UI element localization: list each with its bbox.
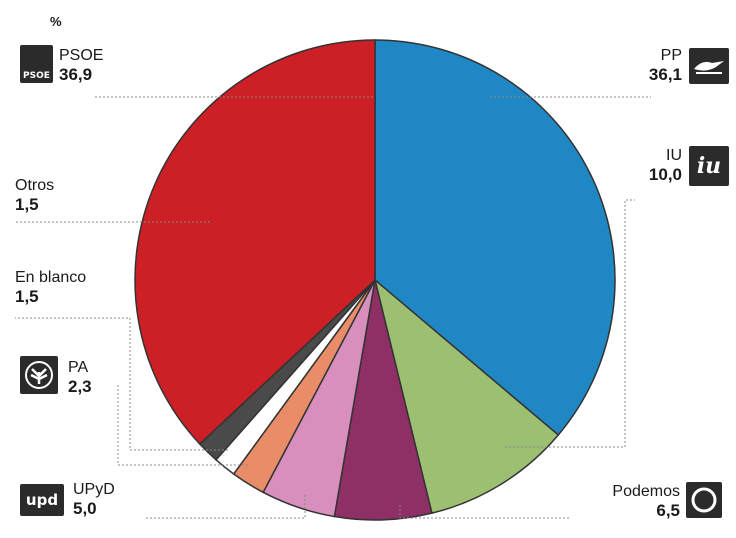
label-podemos-value: 6,5 xyxy=(656,501,680,520)
label-podemos: Podemos 6,5 xyxy=(560,482,680,520)
label-pa-name: PA xyxy=(68,359,89,376)
leader-upyd xyxy=(145,495,306,519)
leader-pa xyxy=(117,385,248,466)
iu-logo-icon: iu xyxy=(689,146,729,186)
unit-label: % xyxy=(50,14,62,29)
label-psoe-value: 36,9 xyxy=(59,65,93,84)
label-pa-value: 2,3 xyxy=(68,377,92,396)
label-psoe-name: PSOE xyxy=(59,47,104,64)
upyd-logo-icon: upd xyxy=(20,484,64,516)
pp-logo-icon xyxy=(689,48,729,84)
label-iu-name: IU xyxy=(666,147,682,164)
label-en-blanco: En blanco 1,5 xyxy=(15,268,86,306)
iu-logo-text: iu xyxy=(696,153,722,179)
label-podemos-name: Podemos xyxy=(612,483,680,500)
leader-podemos xyxy=(399,505,570,519)
label-pp-name: PP xyxy=(660,47,682,64)
label-pp: PP 36,1 xyxy=(560,46,682,84)
pie-slice-iu xyxy=(373,277,560,515)
label-en-blanco-value: 1,5 xyxy=(15,287,39,306)
label-upyd-name: UPyD xyxy=(73,481,115,498)
psoe-logo-icon: PSOE xyxy=(20,45,53,83)
podemos-logo-icon xyxy=(686,482,722,518)
pie-slice-pp xyxy=(374,39,616,437)
label-otros: Otros 1,5 xyxy=(15,176,54,214)
label-psoe: PSOE 36,9 xyxy=(59,46,103,84)
upyd-logo-text: upd xyxy=(25,491,59,509)
label-pa: PA 2,3 xyxy=(68,358,92,396)
label-otros-name: Otros xyxy=(15,177,55,194)
psoe-logo-text: PSOE xyxy=(23,71,50,81)
pie-slice-psoe xyxy=(134,39,376,446)
label-upyd: UPyD 5,0 xyxy=(73,480,115,518)
leader-iu xyxy=(505,199,635,448)
label-upyd-value: 5,0 xyxy=(73,499,97,518)
leader-enblanco xyxy=(15,317,228,451)
pa-logo-icon xyxy=(20,356,58,394)
label-iu-value: 10,0 xyxy=(648,165,682,184)
label-otros-value: 1,5 xyxy=(15,195,39,214)
label-iu: IU 10,0 xyxy=(560,146,682,184)
label-pp-value: 36,1 xyxy=(648,65,682,84)
label-en-blanco-name: En blanco xyxy=(15,269,87,286)
